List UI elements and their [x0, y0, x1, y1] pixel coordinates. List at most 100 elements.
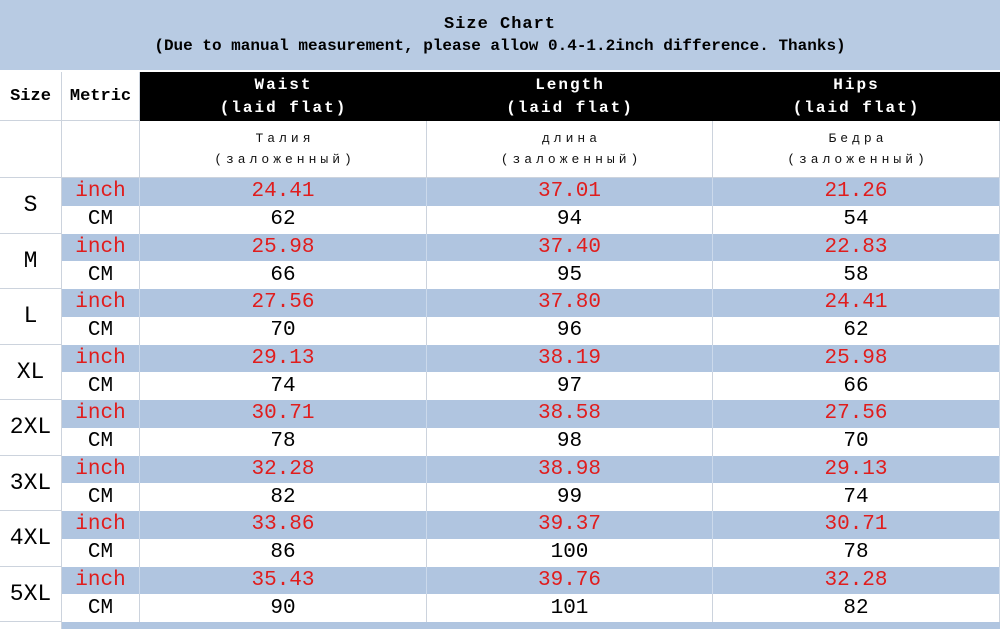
russian-row-empty-size	[0, 121, 62, 178]
size-label: L	[0, 289, 62, 345]
cm-value-hips: 58	[713, 261, 1000, 289]
size-label: 2XL	[0, 400, 62, 456]
cm-value-waist: 78	[140, 427, 427, 456]
russian-waist-sub: (заложенный)	[214, 152, 356, 167]
cm-value-length: 94	[427, 205, 713, 234]
unit-label-inch: inch	[62, 511, 140, 539]
russian-header-hips: Бедра (заложенный)	[713, 121, 1000, 178]
inch-value-waist: 29.13	[140, 344, 427, 373]
cm-value-length: 95	[427, 261, 713, 289]
cm-value-length: 101	[427, 594, 713, 622]
col-header-waist-sub: (laid flat)	[219, 98, 348, 117]
inch-value-length: 37.01	[427, 178, 713, 206]
cm-value-waist: 90	[140, 594, 427, 622]
inch-value-waist: 27.56	[140, 289, 427, 317]
russian-header-waist: Талия (заложенный)	[140, 121, 427, 178]
inch-value-hips: 29.13	[713, 455, 1000, 484]
cm-value-length: 99	[427, 483, 713, 511]
inch-value-hips: 21.26	[713, 178, 1000, 206]
unit-label-cm: CM	[62, 427, 140, 456]
russian-length-sub: (заложенный)	[500, 152, 643, 167]
inch-value-waist: 30.71	[140, 400, 427, 428]
col-header-hips: Hips (laid flat)	[713, 72, 1000, 121]
inch-value-hips: 32.28	[713, 566, 1000, 595]
unit-label-inch: inch	[62, 344, 140, 373]
cm-value-hips: 70	[713, 427, 1000, 456]
unit-label-inch: inch	[62, 566, 140, 595]
unit-label-cm: CM	[62, 594, 140, 622]
inch-value-length: 37.80	[427, 289, 713, 317]
col-header-waist-label: Waist	[254, 75, 313, 94]
size-label: XL	[0, 344, 62, 400]
russian-row-empty-metric	[62, 121, 140, 178]
cm-value-waist: 86	[140, 538, 427, 567]
size-label: 3XL	[0, 455, 62, 511]
cm-value-waist: 82	[140, 483, 427, 511]
inch-value-length: 38.98	[427, 455, 713, 484]
unit-label-inch: inch	[62, 400, 140, 428]
size-table: Size Metric Waist (laid flat) Length (la…	[0, 72, 1000, 629]
size-label: S	[0, 178, 62, 234]
inch-value-length: 39.37	[427, 511, 713, 539]
russian-waist-label: Талия	[255, 131, 315, 146]
col-header-waist: Waist (laid flat)	[140, 72, 427, 121]
unit-label-inch: inch	[62, 289, 140, 317]
russian-length-label: длина	[541, 131, 601, 146]
cm-value-hips: 82	[713, 594, 1000, 622]
unit-label-cm: CM	[62, 205, 140, 234]
col-header-metric: Metric	[62, 72, 140, 121]
col-header-length: Length (laid flat)	[427, 72, 713, 121]
inch-value-waist: 33.86	[140, 511, 427, 539]
col-header-length-label: Length	[535, 75, 605, 94]
cm-value-waist: 62	[140, 205, 427, 234]
size-label: M	[0, 233, 62, 289]
inch-value-hips: 25.98	[713, 344, 1000, 373]
cm-value-waist: 74	[140, 372, 427, 400]
russian-hips-sub: (заложенный)	[787, 152, 929, 167]
inch-value-hips: 27.56	[713, 400, 1000, 428]
unit-label-inch: inch	[62, 455, 140, 484]
unit-label-cm: CM	[62, 372, 140, 400]
col-header-hips-sub: (laid flat)	[792, 98, 921, 117]
inch-value-waist: 24.41	[140, 178, 427, 206]
inch-value-waist: 32.28	[140, 455, 427, 484]
cm-value-length: 100	[427, 538, 713, 567]
unit-label-cm: CM	[62, 483, 140, 511]
bottom-sliver-blue-row	[62, 622, 1000, 629]
unit-label-cm: CM	[62, 261, 140, 289]
russian-hips-label: Бедра	[828, 131, 888, 146]
col-header-hips-label: Hips	[833, 75, 880, 94]
unit-label-cm: CM	[62, 316, 140, 345]
size-label: 4XL	[0, 511, 62, 567]
inch-value-length: 39.76	[427, 566, 713, 595]
cm-value-hips: 74	[713, 483, 1000, 511]
unit-label-cm: CM	[62, 538, 140, 567]
cm-value-length: 96	[427, 316, 713, 345]
col-header-length-sub: (laid flat)	[506, 98, 634, 117]
inch-value-length: 38.58	[427, 400, 713, 428]
cm-value-hips: 62	[713, 316, 1000, 345]
inch-value-waist: 25.98	[140, 233, 427, 262]
chart-title: Size Chart	[443, 15, 557, 34]
unit-label-inch: inch	[62, 178, 140, 206]
unit-label-inch: inch	[62, 233, 140, 262]
cm-value-hips: 66	[713, 372, 1000, 400]
inch-value-hips: 24.41	[713, 289, 1000, 317]
cm-value-hips: 54	[713, 205, 1000, 234]
cm-value-length: 97	[427, 372, 713, 400]
inch-value-hips: 30.71	[713, 511, 1000, 539]
inch-value-waist: 35.43	[140, 566, 427, 595]
cm-value-waist: 70	[140, 316, 427, 345]
bottom-sliver-size-cell	[0, 622, 62, 629]
chart-subtitle: (Due to manual measurement, please allow…	[154, 37, 846, 55]
col-header-size: Size	[0, 72, 62, 121]
cm-value-hips: 78	[713, 538, 1000, 567]
inch-value-length: 37.40	[427, 233, 713, 262]
size-chart-banner: Size Chart (Due to manual measurement, p…	[0, 0, 1000, 72]
russian-header-length: длина (заложенный)	[427, 121, 713, 178]
inch-value-hips: 22.83	[713, 233, 1000, 262]
cm-value-length: 98	[427, 427, 713, 456]
cm-value-waist: 66	[140, 261, 427, 289]
size-label: 5XL	[0, 566, 62, 622]
inch-value-length: 38.19	[427, 344, 713, 373]
